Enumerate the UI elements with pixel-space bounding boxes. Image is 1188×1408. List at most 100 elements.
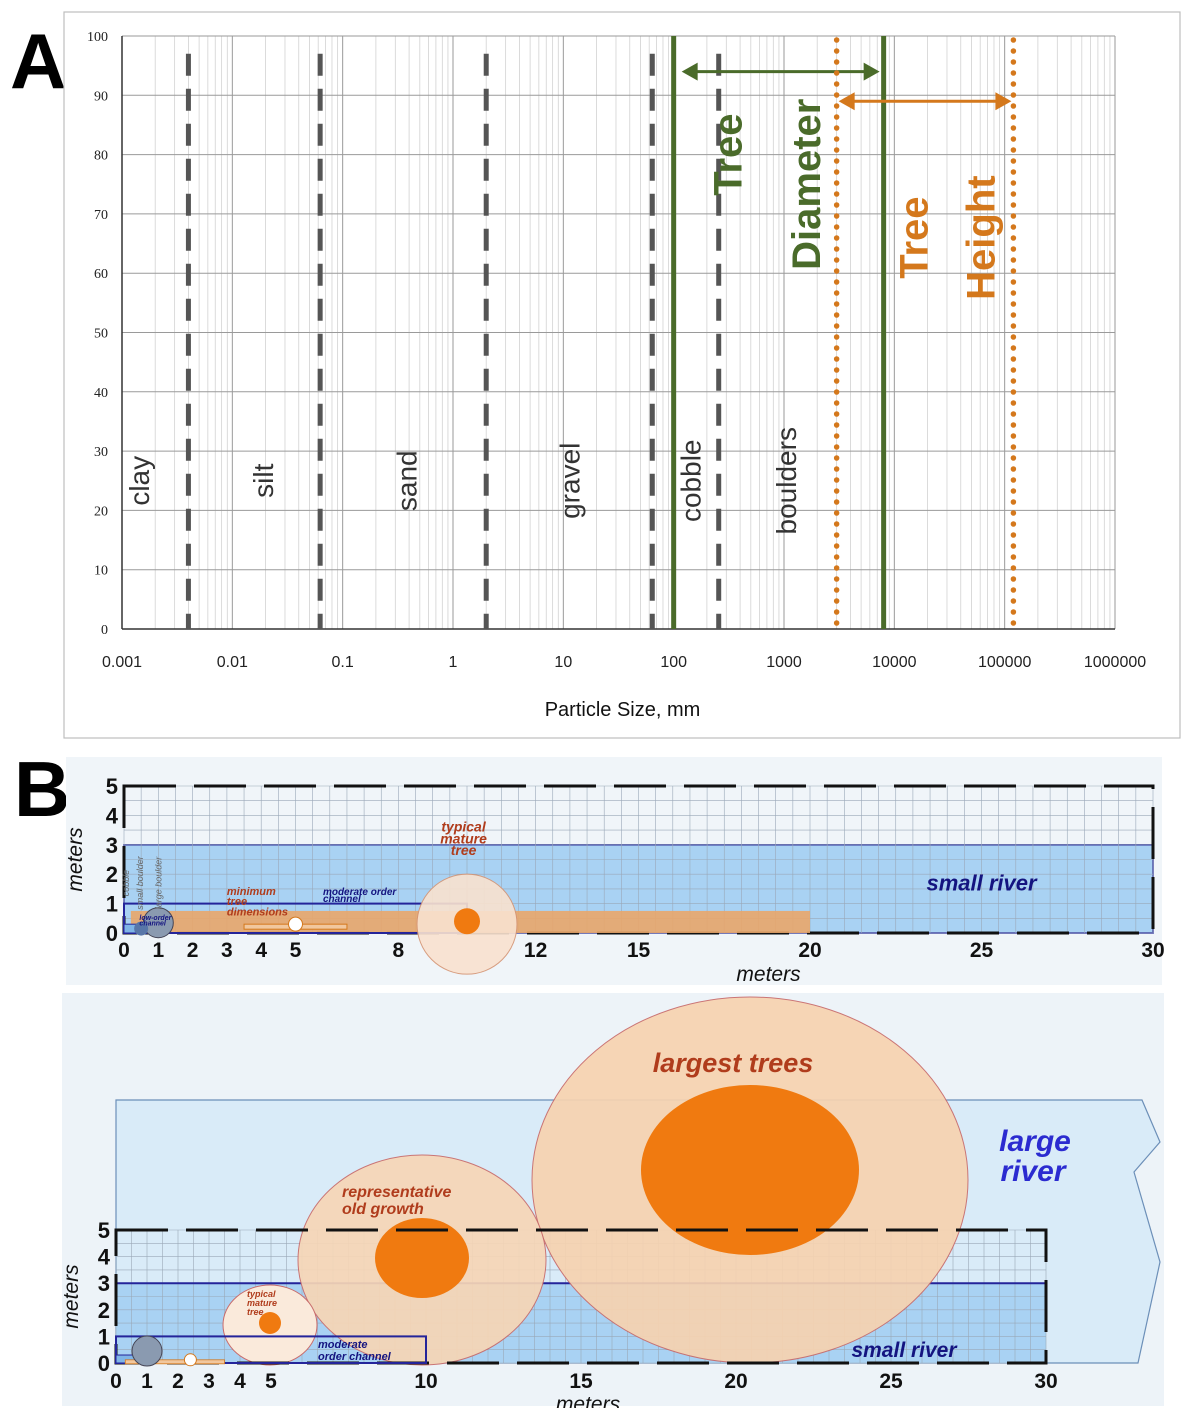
minimum-tree-trunk	[288, 916, 303, 932]
x-tick-label: 2	[172, 1370, 184, 1393]
typical-tree-label-2: mature	[247, 1298, 277, 1308]
typical-tree-trunk	[454, 908, 480, 935]
low-order-label-2: channel	[139, 921, 167, 928]
moderate-channel-label-1: moderate	[318, 1339, 368, 1351]
particle-label: cobble	[121, 870, 131, 897]
chart-b-top: small rivertypicalmaturetreeminimumtreed…	[64, 774, 1165, 986]
panel-a-letter: A	[10, 17, 67, 105]
x-tick-label: 8	[393, 939, 405, 962]
large-river-label-1: large	[999, 1125, 1071, 1158]
x-tick-label: 20	[798, 939, 821, 962]
size-class-label: silt	[248, 463, 279, 497]
tree-diameter-arrowhead-left	[681, 62, 698, 81]
y-tick-label: 3	[98, 1271, 110, 1296]
x-tick-label: 20	[724, 1370, 747, 1393]
particle-label: large boulder	[154, 856, 164, 910]
tree-height-arrowhead-left	[838, 92, 855, 111]
x-tick-label: 1	[449, 654, 458, 671]
small-boulder	[134, 921, 149, 936]
y-axis-title: meters	[60, 1264, 83, 1329]
small-river-label: small river	[926, 870, 1038, 895]
tree-diameter-label-1: Tree	[706, 113, 750, 195]
x-tick-label: 10	[554, 654, 572, 671]
y-tick-label: 1	[106, 892, 118, 917]
moderate-channel-label-1: moderate order	[323, 887, 397, 898]
size-class-label: clay	[124, 456, 155, 506]
y-tick-label: 90	[94, 89, 108, 104]
minimum-tree-label-2: tree	[227, 896, 247, 908]
size-class-label: gravel	[554, 443, 585, 519]
tree-height-arrowhead-right	[995, 92, 1012, 111]
typical-tree-label-2: mature	[440, 830, 487, 846]
x-tick-label: 2	[187, 939, 199, 962]
x-tick-label: 0	[118, 939, 130, 962]
typical-tree-trunk	[259, 1312, 281, 1334]
x-tick-label: 0.01	[217, 654, 248, 671]
minimum-tree-label-1: minimum	[227, 886, 276, 898]
y-axis-title: meters	[64, 827, 87, 892]
largest-trees-trunk	[641, 1085, 859, 1255]
y-tick-label: 60	[94, 267, 108, 282]
tree-height-label-1: Tree	[892, 196, 936, 278]
y-tick-label: 0	[106, 921, 118, 946]
x-tick-label: 3	[203, 1370, 215, 1393]
y-tick-label: 3	[106, 833, 118, 858]
x-tick-label: 1	[141, 1370, 153, 1393]
y-tick-label: 50	[94, 327, 108, 342]
y-tick-label: 40	[94, 386, 108, 401]
x-tick-label: 100000	[978, 654, 1031, 671]
x-tick-label: 0.1	[332, 654, 354, 671]
x-tick-label: 4	[255, 939, 267, 962]
bb-frame	[114, 1228, 1048, 1365]
y-tick-label: 4	[106, 803, 119, 828]
y-tick-label: 30	[94, 445, 108, 460]
y-tick-label: 4	[98, 1245, 111, 1270]
low-order-label-1: low-order	[139, 915, 172, 922]
x-tick-label: 5	[265, 1370, 277, 1393]
chart-a: 0.001 0.01 0.1 1 10 100 1000 10000 100000 1000000…	[87, 30, 1146, 721]
y-tick-label: 2	[106, 862, 118, 887]
old-growth-label-1: representative	[342, 1184, 451, 1201]
x-axis-title: meters	[736, 963, 801, 986]
moderate-channel-label-2: order channel	[318, 1351, 392, 1363]
x-tick-label: 3	[221, 939, 233, 962]
panel-b-letter: B	[14, 745, 71, 833]
x-tick-label: 30	[1141, 939, 1164, 962]
x-tick-label: 25	[970, 939, 994, 962]
typical-tree-label-1: typical	[441, 819, 486, 835]
y-tick-label: 1	[98, 1324, 110, 1349]
typical-tree-label-3: tree	[451, 842, 477, 858]
x-tick-label: 4	[234, 1370, 246, 1393]
y-tick-label: 70	[94, 208, 108, 223]
x-tick-label: 1	[152, 939, 164, 962]
moderate-order-channel	[115, 1335, 427, 1365]
typical-tree-label-1: typical	[247, 1289, 276, 1299]
large-boulder	[131, 1335, 163, 1367]
y-tick-label: 0	[98, 1351, 110, 1376]
size-class-label: cobble	[675, 439, 706, 522]
minimum-tree-trunk-bar	[124, 1359, 225, 1365]
x-axis-title: Particle Size, mm	[545, 699, 701, 721]
large-river-label-2: river	[1000, 1155, 1067, 1188]
x-tick-label: 1000000	[1084, 654, 1146, 671]
y-tick-label: 100	[87, 30, 108, 45]
x-tick-label: 100	[660, 654, 687, 671]
moderate-channel-label-2: channel	[323, 894, 361, 905]
x-tick-label: 0.001	[102, 654, 142, 671]
y-tick-label: 10	[94, 564, 108, 579]
y-tick-label: 5	[98, 1218, 110, 1243]
x-tick-label: 30	[1034, 1370, 1057, 1393]
y-tick-label: 2	[98, 1298, 110, 1323]
typical-tree-label-3: tree	[247, 1307, 264, 1317]
tree-height-label-2: Height	[960, 175, 1004, 299]
x-tick-label: 5	[290, 939, 302, 962]
size-class-label: boulders	[771, 427, 802, 534]
largest-trees-label: largest trees	[653, 1048, 814, 1078]
x-tick-label: 12	[524, 939, 547, 962]
x-tick-label: 1000	[766, 654, 802, 671]
minimum-tree-trunk	[183, 1353, 197, 1367]
size-class-label: sand	[391, 450, 422, 511]
y-tick-label: 0	[101, 623, 108, 638]
